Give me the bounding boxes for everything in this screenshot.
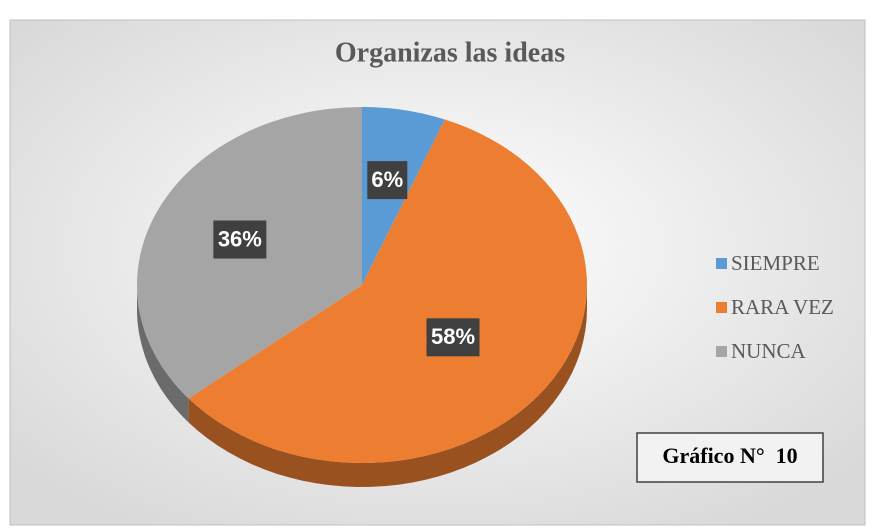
annotation-box	[636, 432, 824, 483]
data-label: 36%	[218, 226, 262, 251]
legend-label: SIEMPRE	[731, 251, 820, 275]
data-label-group: 58%	[426, 318, 480, 357]
data-label-box	[367, 161, 408, 200]
legend-label: NUNCA	[731, 339, 807, 363]
legend-swatch	[716, 346, 727, 357]
legend-swatch	[716, 258, 727, 269]
data-label: 58%	[431, 324, 475, 349]
annotation: Gráfico N° 10	[662, 443, 797, 468]
data-label-group: 6%	[367, 161, 408, 200]
data-label-group: 36%	[213, 220, 267, 259]
legend-swatch	[716, 302, 727, 313]
data-label: 6%	[371, 167, 403, 192]
data-label-box	[426, 318, 480, 357]
chart-title: Organizas las ideas	[335, 37, 565, 68]
legend-label: RARA VEZ	[731, 295, 834, 319]
pie-slice	[188, 119, 587, 464]
data-label-box	[213, 220, 267, 259]
slice-side	[137, 285, 189, 423]
slice-side	[188, 285, 587, 487]
